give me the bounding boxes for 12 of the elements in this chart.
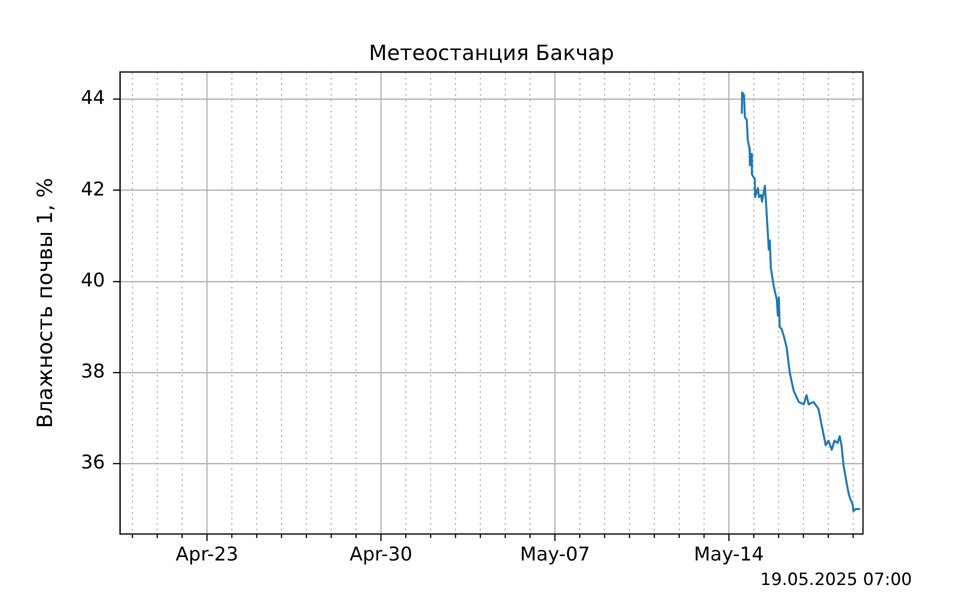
x-tick-label: May-07: [520, 543, 590, 566]
x-tick-label: Apr-23: [176, 543, 238, 566]
y-tick-label: 38: [80, 360, 105, 382]
text: 19.05.2025 07:00: [760, 570, 912, 590]
x-tick-label: Apr-30: [350, 543, 412, 566]
chart-title: Метеостанция Бакчар: [368, 41, 614, 65]
y-axis-title: Влажность почвы 1, %: [33, 178, 58, 428]
y-tick-label: 40: [80, 269, 105, 292]
y-tick-label: 36: [80, 451, 105, 474]
y-tick-label: 44: [80, 87, 105, 110]
x-tick-label: May-14: [694, 543, 764, 566]
y-tick-label: 42: [80, 178, 105, 200]
